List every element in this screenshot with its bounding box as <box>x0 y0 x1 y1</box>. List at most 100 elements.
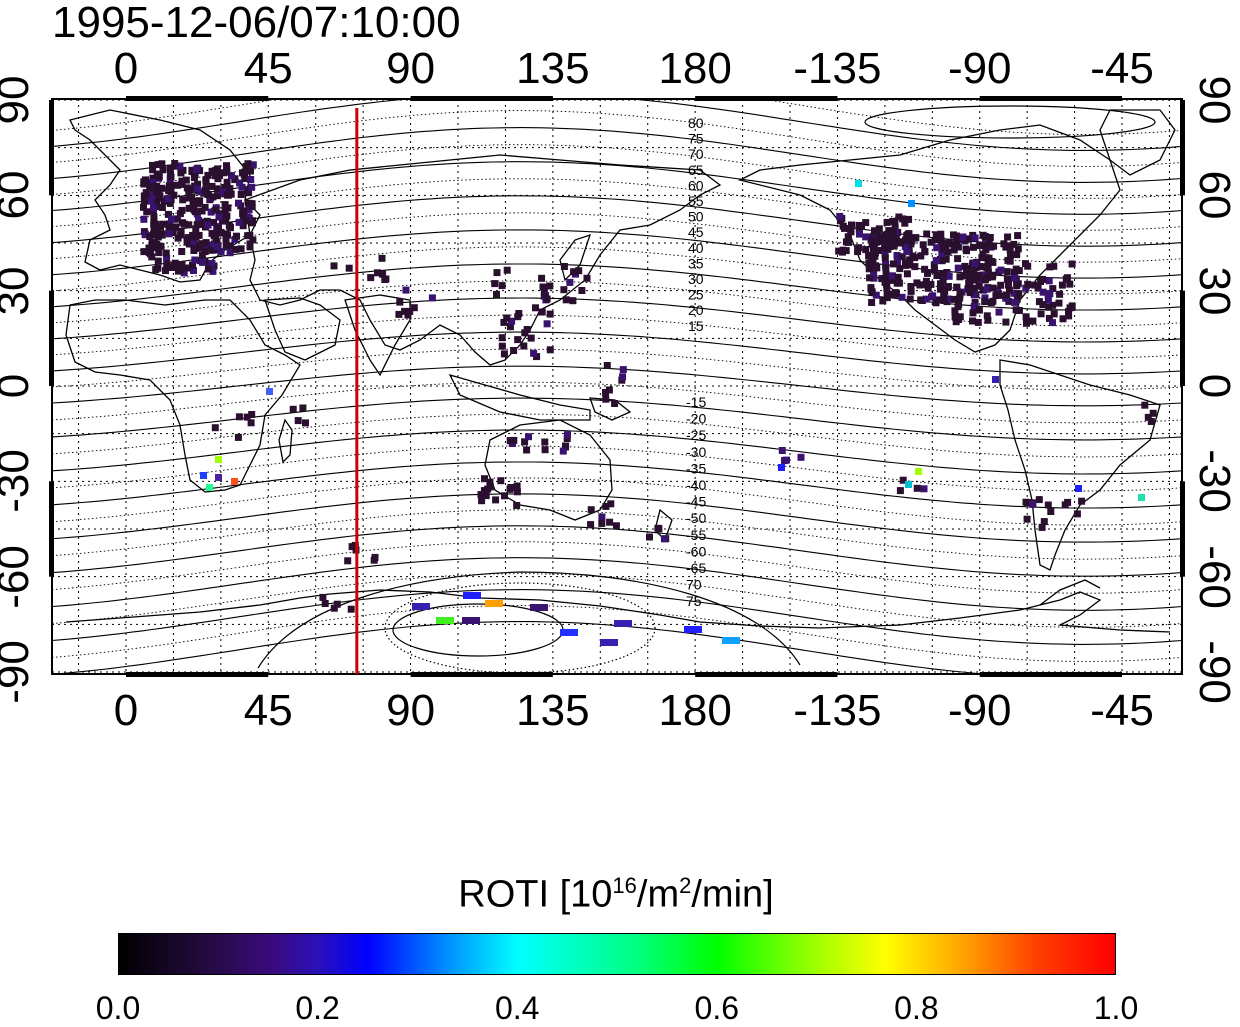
roti-point <box>933 236 940 244</box>
roti-point <box>513 502 521 509</box>
roti-point <box>882 264 890 272</box>
roti-point <box>903 232 911 240</box>
roti-point <box>164 210 172 218</box>
roti-point <box>575 267 583 275</box>
axis-bar-bottom <box>126 672 269 677</box>
roti-point <box>1050 310 1058 318</box>
roti-point <box>901 219 909 227</box>
roti-point <box>985 239 993 247</box>
roti-point <box>222 235 230 243</box>
roti-point <box>401 307 409 315</box>
colorbar-tick-label: 0.8 <box>894 990 939 1026</box>
roti-point <box>185 204 193 212</box>
coastline-asia <box>244 154 722 366</box>
roti-point <box>523 446 531 454</box>
roti-point <box>842 247 850 255</box>
roti-point <box>153 182 161 190</box>
roti-point <box>987 299 995 307</box>
axis-bar-right <box>1180 99 1185 196</box>
roti-point <box>248 183 256 191</box>
axis-bars <box>49 96 1185 677</box>
roti-point <box>231 176 239 184</box>
roti-point <box>598 513 606 521</box>
roti-point <box>869 247 877 255</box>
roti-point <box>867 236 875 244</box>
roti-point <box>156 192 164 200</box>
roti-point <box>367 274 375 282</box>
latitude-tick-right: 60 <box>1190 170 1239 220</box>
roti-point <box>506 323 514 331</box>
roti-point <box>1022 313 1030 321</box>
roti-point <box>149 174 157 182</box>
roti-point <box>1045 277 1053 285</box>
roti-point <box>202 176 210 184</box>
roti-point <box>1011 274 1019 282</box>
roti-point <box>855 221 863 229</box>
roti-point-highlight <box>908 200 915 207</box>
roti-point <box>396 298 404 306</box>
contour-label-south: -55 <box>686 527 706 543</box>
roti-point <box>605 386 613 394</box>
contour-line <box>52 263 1182 311</box>
roti-point <box>1045 314 1053 322</box>
roti-point <box>189 231 197 239</box>
contour-label-north: 30 <box>688 271 704 287</box>
roti-point <box>891 223 899 231</box>
roti-point <box>191 208 199 216</box>
roti-point <box>196 244 204 252</box>
colorbar-title-exponent: 16 <box>612 873 637 898</box>
roti-point <box>960 272 968 280</box>
roti-point <box>912 234 920 242</box>
contour-line <box>52 127 1182 183</box>
contour-label-north: 20 <box>688 302 704 318</box>
contour-label-north: 65 <box>688 162 704 178</box>
coastline-arabia <box>264 297 341 361</box>
roti-point <box>875 225 883 233</box>
roti-point <box>1061 501 1069 509</box>
roti-point <box>247 176 255 183</box>
roti-point <box>242 217 250 225</box>
roti-point <box>198 251 206 259</box>
roti-point <box>954 264 962 272</box>
roti-point <box>1011 298 1018 306</box>
contour-label-south: -65 <box>686 560 706 576</box>
colorbar-title-square: 2 <box>679 873 692 898</box>
longitude-tick-top: -90 <box>947 44 1012 93</box>
roti-point <box>159 166 167 174</box>
roti-point <box>989 284 997 292</box>
roti-point <box>238 183 246 191</box>
axis-bar-top <box>410 96 553 101</box>
roti-point <box>938 250 946 258</box>
roti-point <box>1029 317 1037 325</box>
roti-point <box>954 243 962 251</box>
colorbar-title-suffix: /min] <box>691 873 774 916</box>
roti-point <box>513 488 521 496</box>
roti-point <box>1002 318 1010 326</box>
roti-point <box>235 199 242 207</box>
roti-point <box>239 222 247 230</box>
roti-point <box>538 274 546 282</box>
roti-point <box>513 482 521 490</box>
roti-point <box>183 184 191 192</box>
contour-line <box>52 445 1182 492</box>
roti-point <box>922 277 930 285</box>
roti-point <box>1046 290 1054 298</box>
roti-point <box>199 220 207 228</box>
roti-point <box>232 245 240 253</box>
latitude-tick-right: -60 <box>1190 544 1239 609</box>
roti-point <box>564 431 571 439</box>
roti-point <box>193 166 201 173</box>
roti-point <box>226 185 234 193</box>
contour-line <box>52 429 1182 475</box>
roti-point <box>982 246 990 254</box>
roti-point <box>979 231 987 239</box>
roti-point <box>984 261 992 268</box>
roti-point <box>169 229 177 236</box>
axis-bar-bottom <box>979 672 1123 677</box>
roti-point <box>227 190 235 198</box>
roti-point <box>971 260 979 268</box>
roti-point-highlight <box>1138 494 1145 501</box>
contour-line <box>52 605 1182 662</box>
contour-line <box>52 99 1182 151</box>
roti-point <box>165 182 173 190</box>
